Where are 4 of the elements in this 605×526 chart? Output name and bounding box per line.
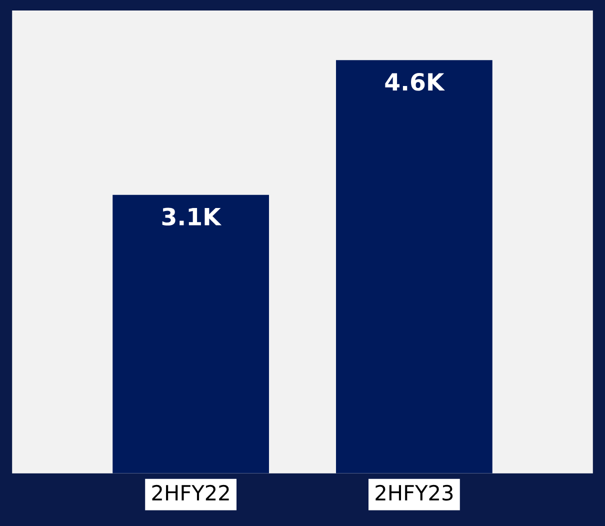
x-tick-label: 2HFY22 — [152, 484, 229, 500]
data-label: 3.1K — [162, 208, 222, 226]
data-label: 4.6K — [385, 72, 445, 91]
x-tick-label: 2HFY23 — [376, 484, 453, 501]
